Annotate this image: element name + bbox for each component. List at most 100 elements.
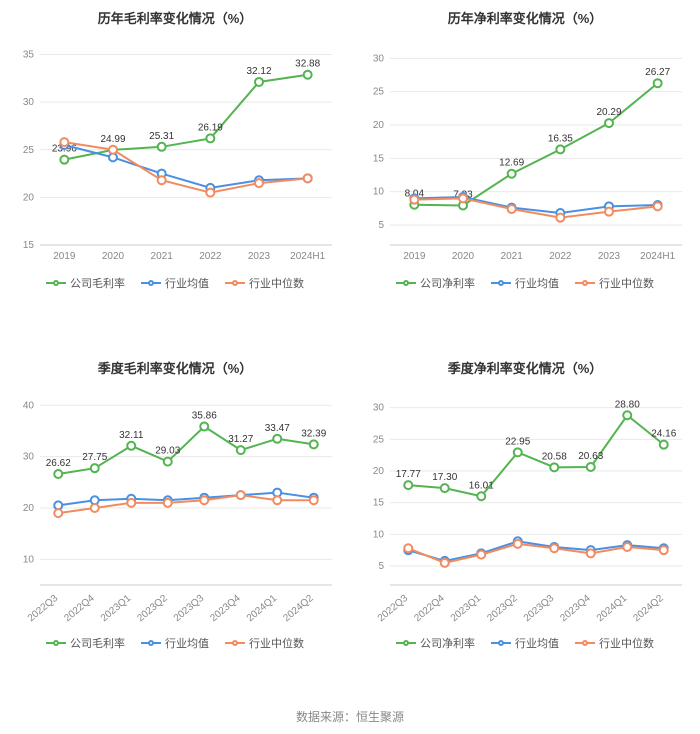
legend: 公司毛利率行业均值行业中位数 bbox=[4, 275, 346, 291]
svg-text:15: 15 bbox=[373, 153, 385, 164]
legend: 公司净利率行业均值行业中位数 bbox=[354, 635, 696, 651]
svg-text:20: 20 bbox=[23, 192, 35, 203]
svg-text:24.99: 24.99 bbox=[100, 134, 125, 145]
legend-item-avg: 行业均值 bbox=[491, 275, 559, 291]
legend-label: 行业中位数 bbox=[599, 635, 654, 651]
svg-text:2024Q2: 2024Q2 bbox=[281, 593, 316, 625]
chart-title: 季度毛利率变化情况（%） bbox=[4, 358, 346, 377]
svg-text:30: 30 bbox=[373, 53, 385, 64]
chart-annual_gross: 1520253035201920202021202220232024H123.9… bbox=[4, 31, 346, 269]
svg-text:16.35: 16.35 bbox=[548, 133, 573, 144]
svg-text:20: 20 bbox=[373, 466, 385, 477]
legend-label: 公司毛利率 bbox=[70, 275, 125, 291]
series-company bbox=[414, 83, 657, 205]
svg-text:2024H1: 2024H1 bbox=[290, 251, 325, 262]
svg-text:25: 25 bbox=[23, 145, 35, 156]
svg-text:5: 5 bbox=[378, 561, 384, 572]
svg-text:17.30: 17.30 bbox=[432, 472, 457, 483]
svg-text:20: 20 bbox=[373, 120, 385, 131]
svg-text:20: 20 bbox=[23, 503, 35, 514]
svg-text:2021: 2021 bbox=[501, 251, 524, 262]
legend-item-company: 公司毛利率 bbox=[46, 275, 125, 291]
legend-label: 行业均值 bbox=[515, 275, 559, 291]
svg-text:12.69: 12.69 bbox=[499, 158, 524, 169]
legend-label: 行业中位数 bbox=[249, 635, 304, 651]
svg-text:2023: 2023 bbox=[598, 251, 621, 262]
svg-text:26.62: 26.62 bbox=[46, 458, 71, 469]
svg-text:2022: 2022 bbox=[549, 251, 572, 262]
svg-text:10: 10 bbox=[23, 554, 35, 565]
svg-text:2019: 2019 bbox=[403, 251, 426, 262]
svg-text:35.86: 35.86 bbox=[192, 411, 217, 422]
svg-text:15: 15 bbox=[23, 240, 35, 251]
legend-label: 行业中位数 bbox=[599, 275, 654, 291]
legend-label: 公司毛利率 bbox=[70, 635, 125, 651]
legend-item-avg: 行业均值 bbox=[141, 635, 209, 651]
svg-text:2023Q4: 2023Q4 bbox=[558, 593, 593, 625]
svg-text:2023Q2: 2023Q2 bbox=[485, 593, 520, 625]
svg-text:2024Q2: 2024Q2 bbox=[631, 593, 666, 625]
svg-text:25: 25 bbox=[373, 434, 385, 445]
svg-text:17.77: 17.77 bbox=[396, 469, 421, 480]
svg-text:28.80: 28.80 bbox=[615, 399, 640, 410]
svg-text:32.88: 32.88 bbox=[295, 59, 320, 70]
panel-annual-gross: 历年毛利率变化情况（%）1520253035201920202021202220… bbox=[0, 0, 350, 350]
legend-item-company: 公司毛利率 bbox=[46, 635, 125, 651]
legend-item-median: 行业中位数 bbox=[575, 275, 654, 291]
chart-quarterly_gross: 102030402022Q32022Q42023Q12023Q22023Q320… bbox=[4, 381, 346, 629]
svg-text:29.03: 29.03 bbox=[155, 446, 180, 457]
svg-text:40: 40 bbox=[23, 400, 35, 411]
svg-text:16.01: 16.01 bbox=[469, 480, 494, 491]
svg-text:30: 30 bbox=[23, 97, 35, 108]
svg-text:26.27: 26.27 bbox=[645, 67, 670, 78]
svg-text:10: 10 bbox=[373, 187, 385, 198]
svg-text:2022Q4: 2022Q4 bbox=[412, 593, 447, 625]
svg-text:2023: 2023 bbox=[248, 251, 271, 262]
legend-label: 公司净利率 bbox=[420, 635, 475, 651]
svg-text:32.12: 32.12 bbox=[246, 66, 271, 77]
svg-text:20.29: 20.29 bbox=[596, 107, 621, 118]
chart-title: 季度净利率变化情况（%） bbox=[354, 358, 696, 377]
legend-item-company: 公司净利率 bbox=[396, 635, 475, 651]
svg-text:2020: 2020 bbox=[102, 251, 125, 262]
series-median bbox=[414, 198, 657, 217]
legend-label: 公司净利率 bbox=[420, 275, 475, 291]
svg-text:5: 5 bbox=[378, 220, 384, 231]
data-source-footer: 数据来源：恒生聚源 bbox=[0, 700, 700, 725]
svg-text:30: 30 bbox=[23, 452, 35, 463]
svg-text:2022Q3: 2022Q3 bbox=[376, 593, 411, 625]
svg-text:20.63: 20.63 bbox=[578, 451, 603, 462]
svg-text:2024Q1: 2024Q1 bbox=[595, 593, 630, 625]
legend-item-median: 行业中位数 bbox=[225, 635, 304, 651]
chart-grid: 历年毛利率变化情况（%）1520253035201920202021202220… bbox=[0, 0, 700, 700]
svg-text:2024H1: 2024H1 bbox=[640, 251, 675, 262]
svg-text:2022: 2022 bbox=[199, 251, 222, 262]
chart-annual_net: 51015202530201920202021202220232024H18.0… bbox=[354, 31, 696, 269]
svg-text:25.31: 25.31 bbox=[149, 131, 174, 142]
svg-text:22.95: 22.95 bbox=[505, 436, 530, 447]
svg-text:2024Q1: 2024Q1 bbox=[245, 593, 280, 625]
legend-item-median: 行业中位数 bbox=[225, 275, 304, 291]
chart-title: 历年净利率变化情况（%） bbox=[354, 8, 696, 27]
chart-title: 历年毛利率变化情况（%） bbox=[4, 8, 346, 27]
svg-text:24.16: 24.16 bbox=[651, 429, 676, 440]
legend-label: 行业均值 bbox=[165, 635, 209, 651]
svg-text:30: 30 bbox=[373, 403, 385, 414]
chart-quarterly_net: 510152025302022Q32022Q42023Q12023Q22023Q… bbox=[354, 381, 696, 629]
svg-text:26.19: 26.19 bbox=[198, 122, 223, 133]
svg-text:2023Q2: 2023Q2 bbox=[135, 593, 170, 625]
legend-item-avg: 行业均值 bbox=[141, 275, 209, 291]
svg-text:2019: 2019 bbox=[53, 251, 76, 262]
svg-text:2023Q1: 2023Q1 bbox=[99, 593, 134, 625]
panel-annual-net: 历年净利率变化情况（%） 5 10 15 20 25 30 2019 2020 2021 2022 2… bbox=[350, 0, 700, 350]
svg-text:15: 15 bbox=[373, 498, 385, 509]
svg-text:20.58: 20.58 bbox=[542, 451, 567, 462]
legend-item-median: 行业中位数 bbox=[575, 635, 654, 651]
svg-text:25: 25 bbox=[373, 87, 385, 98]
svg-text:2022Q4: 2022Q4 bbox=[62, 593, 97, 625]
legend: 公司毛利率 行业均值 行业中位数 bbox=[4, 635, 346, 651]
svg-text:32.39: 32.39 bbox=[301, 428, 326, 439]
svg-text:2020: 2020 bbox=[452, 251, 475, 262]
panel-quarterly-gross: 季度毛利率变化情况（%）102030402022Q32022Q42023Q120… bbox=[0, 350, 350, 700]
svg-text:27.75: 27.75 bbox=[82, 452, 107, 463]
